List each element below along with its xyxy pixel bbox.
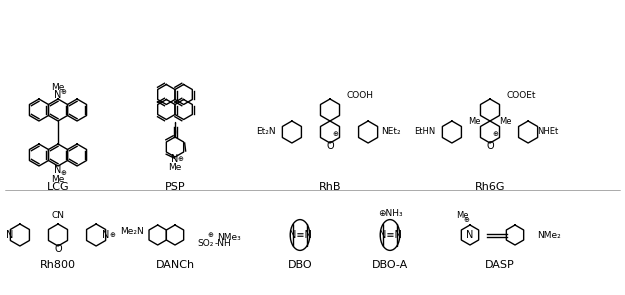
Text: N: N <box>54 165 62 175</box>
Text: N: N <box>171 154 179 164</box>
Text: Me: Me <box>469 117 481 125</box>
Text: DBO-A: DBO-A <box>372 260 408 270</box>
Text: ⊕: ⊕ <box>207 232 213 238</box>
Text: CN: CN <box>51 212 64 220</box>
Text: O: O <box>486 141 494 151</box>
Text: LCG: LCG <box>47 182 69 192</box>
Text: NEt₂: NEt₂ <box>381 127 401 137</box>
Text: RhB: RhB <box>319 182 341 192</box>
Text: ⊕: ⊕ <box>492 131 498 137</box>
Text: NMe₂: NMe₂ <box>538 230 561 240</box>
Text: Me: Me <box>168 163 182 171</box>
Text: N≡N: N≡N <box>289 230 311 240</box>
Text: Rh6G: Rh6G <box>475 182 505 192</box>
Text: ⊕: ⊕ <box>332 131 338 137</box>
Text: PSP: PSP <box>165 182 186 192</box>
Text: ⊕: ⊕ <box>60 89 66 95</box>
Text: COOH: COOH <box>346 91 374 100</box>
Text: N≡N: N≡N <box>379 230 401 240</box>
Text: EtHN: EtHN <box>414 127 436 137</box>
Text: DBO: DBO <box>288 260 312 270</box>
Text: N: N <box>466 230 474 240</box>
Text: Me: Me <box>499 117 511 125</box>
Text: DASP: DASP <box>485 260 515 270</box>
Text: -NH: -NH <box>214 238 231 248</box>
Text: Me: Me <box>51 83 65 91</box>
Text: N: N <box>6 230 14 240</box>
Text: Me₂N: Me₂N <box>120 227 144 237</box>
Text: N: N <box>102 230 110 240</box>
Text: ⊕: ⊕ <box>177 156 183 162</box>
Text: NHEt: NHEt <box>537 127 558 137</box>
Text: N: N <box>54 90 62 100</box>
Text: ⊕NH₃: ⊕NH₃ <box>378 209 402 217</box>
Text: Me: Me <box>456 211 468 219</box>
Text: NMe₃: NMe₃ <box>217 234 241 242</box>
Text: ⊕: ⊕ <box>60 170 66 176</box>
Text: COOEt: COOEt <box>506 91 536 100</box>
Text: SO₂: SO₂ <box>198 238 214 248</box>
Text: ⊕: ⊕ <box>109 232 115 238</box>
Text: O: O <box>54 244 62 254</box>
Text: Me: Me <box>51 176 65 184</box>
Text: Rh800: Rh800 <box>40 260 76 270</box>
Text: DANCh: DANCh <box>156 260 194 270</box>
Text: Et₂N: Et₂N <box>256 127 276 137</box>
Text: ⊕: ⊕ <box>463 217 469 223</box>
Text: O: O <box>326 141 334 151</box>
